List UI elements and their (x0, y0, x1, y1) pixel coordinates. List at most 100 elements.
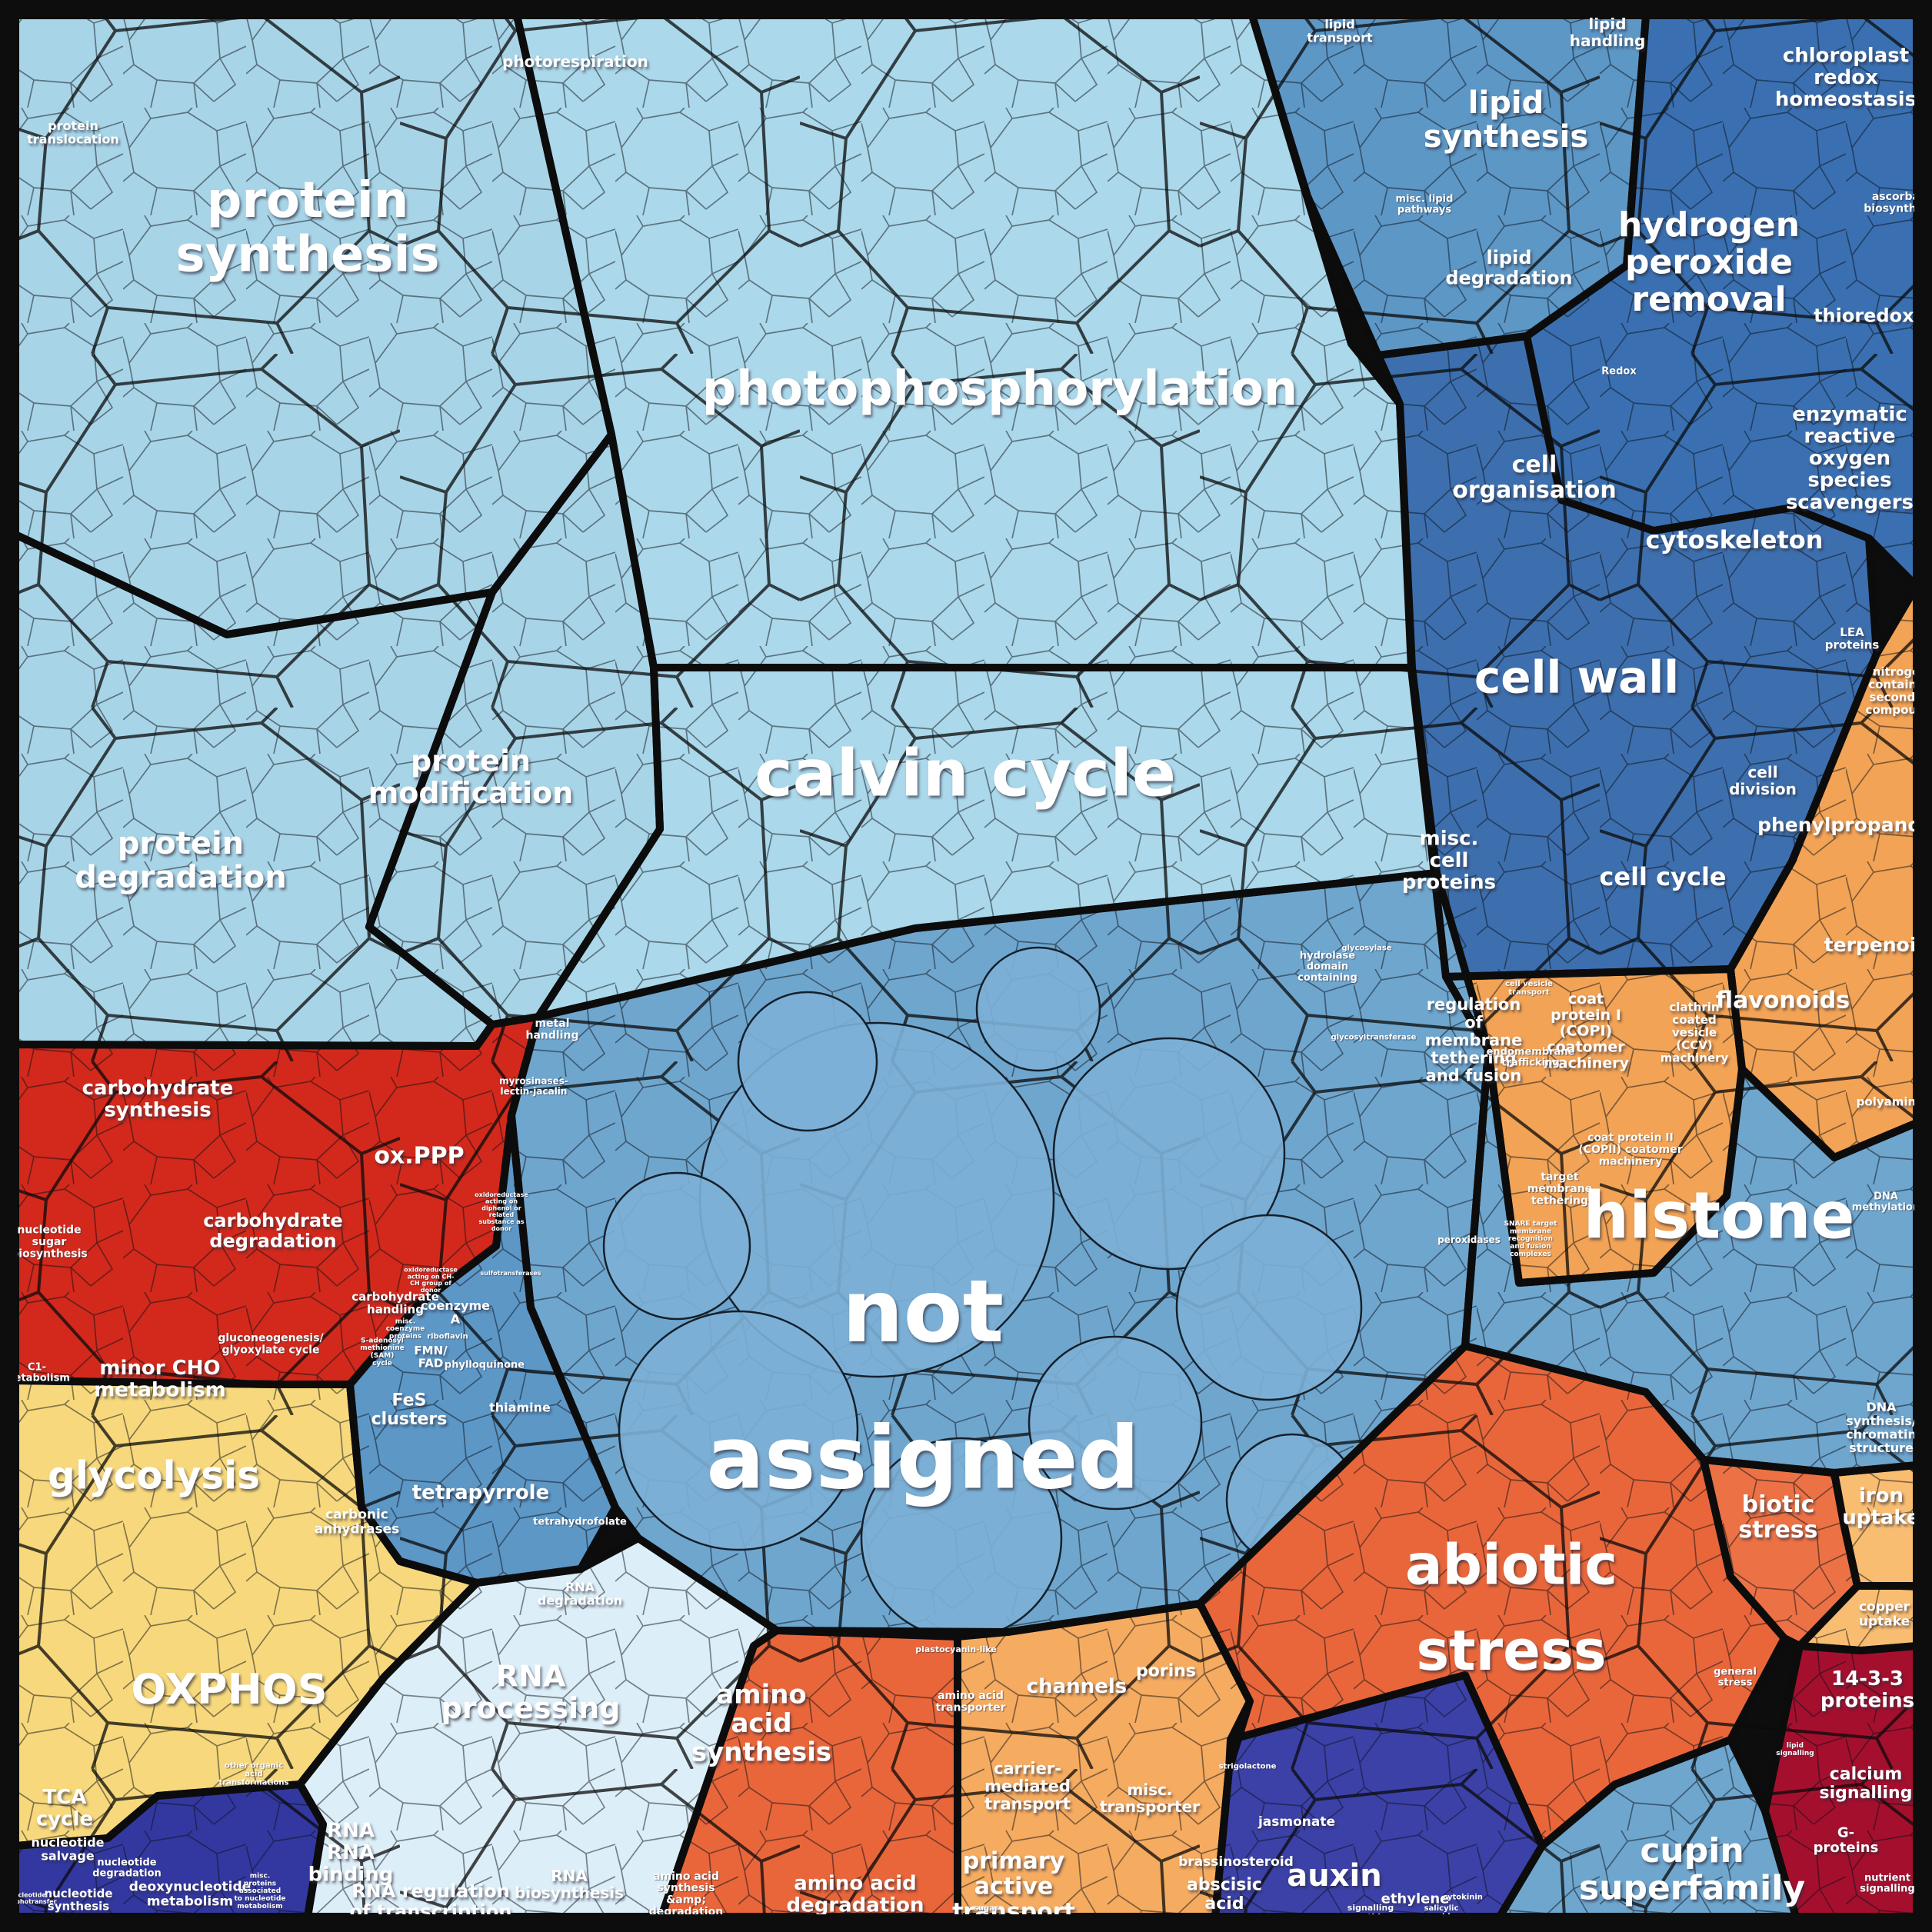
rna-sublabel-3: RNA biosynthesis (515, 1867, 624, 1902)
carbohydrate-metabolism-sublabel-2: ox.PPP (374, 1143, 464, 1170)
cofactor-vitamin-sublabel-0: coenzyme A (421, 1298, 490, 1327)
carbohydrate-metabolism-sublabel-1: carbohydrate degradation (203, 1210, 343, 1251)
hormone-signalling-label: auxin (1287, 1858, 1381, 1894)
cofactor-vitamin-sublabel-3: misc. coenzyme proteins (386, 1317, 425, 1341)
not-assigned-bubble-3 (860, 1437, 1063, 1632)
biotic-stress-label: biotic stress (1738, 1491, 1817, 1544)
not-assigned-bubble-1 (1052, 1037, 1286, 1271)
rna-label: RNA processing (441, 1659, 621, 1725)
protein-synthesis-sublabel-0: protein translocation (27, 118, 119, 147)
copper-uptake-label: copper uptake (1859, 1600, 1910, 1630)
carbohydrate-metabolism-sublabel-0: carbohydrate synthesis (82, 1077, 234, 1122)
vesicle-transport-sublabel-0: regulation of membrane tethering and fusion (1425, 995, 1523, 1084)
histone-label: histone (1583, 1178, 1854, 1253)
cell-sublabel-4: cell division (1729, 763, 1797, 798)
amino-acid-metabolism-sublabel-1: amino acid synthesis &amp; degradation (649, 1870, 723, 1918)
lipid-metabolism-sublabel-0: lipid degradation (1445, 247, 1572, 288)
hormone-signalling-sublabel-1: strigolactone (1219, 1763, 1277, 1771)
hormone-signalling-sublabel-0: jasmonate (1257, 1814, 1335, 1830)
energy-sublabel-2: carbonic anhydrases (315, 1507, 400, 1537)
cupin-superfamily-label: cupin superfamily (1579, 1831, 1805, 1907)
not-assigned-sublabel-1: myrosinases-lectin-jacalin (499, 1076, 568, 1097)
secondary-metabolism-sublabel-4: polyamines (1857, 1094, 1931, 1108)
not-assigned-bubbles (602, 946, 1363, 1632)
redox-sublabel-0: chloroplast redox homeostasis (1775, 45, 1917, 112)
not-assigned-sublabel-3: plastocyanin-like (915, 1644, 997, 1654)
signalling-sublabel-4: lipid signalling (1776, 1742, 1814, 1757)
photophosphorylation-sublabel-0: photorespiration (502, 52, 648, 71)
not-assigned-sublabel-0: metal handling (526, 1018, 579, 1041)
lipid-metabolism-sublabel-3: misc. lipid pathways (1396, 193, 1454, 215)
amino-acid-metabolism-label: amino acid synthesis (691, 1680, 831, 1768)
nucleotide-metabolism-sublabel-3: nucleotide phosphotransfer (0, 1891, 57, 1905)
lipid-metabolism-label: lipid synthesis (1424, 85, 1588, 155)
energy-sublabel-3: other organic acid transformations (218, 1762, 288, 1787)
not-assigned-bubble-2 (618, 1310, 859, 1551)
hormone-signalling-sublabel-7: cytokinin (1443, 1894, 1483, 1902)
carbohydrate-metabolism-sublabel-4: nucleotide sugar biosynthesis (11, 1224, 87, 1261)
cell-sublabel-3: cell cycle (1599, 862, 1726, 891)
vesicle-transport-sublabel-2: clathrin coated vesicle (CCV) machinery (1661, 1000, 1729, 1064)
histone-sublabel-0: DNA methylation (1852, 1191, 1920, 1213)
vesicle-transport-sublabel-6: cell vesicle transport (1505, 980, 1553, 997)
secondary-metabolism-sublabel-3: flavonoids (1716, 988, 1850, 1014)
protein-modification-label: protein modification (368, 744, 574, 810)
signalling-sublabel-3: nutrient signalling (1860, 1872, 1914, 1894)
cofactor-vitamin-sublabel-8: phylloquinone (445, 1360, 525, 1371)
signalling-sublabel-0: 14-3-3 proteins (1820, 1667, 1914, 1713)
nucleotide-metabolism-sublabel-2: nucleotide synthesis (44, 1887, 112, 1914)
carbohydrate-metabolism-sublabel-7: gluconeogenesis/glyoxylate cycle (218, 1332, 324, 1356)
not-assigned-bubble-4 (1028, 1335, 1203, 1511)
not-assigned-bubble-6 (1175, 1214, 1363, 1401)
cofactor-vitamin-sublabel-9: FeS clusters (371, 1391, 448, 1429)
redox-sublabel-2: thioredoxin (1814, 305, 1932, 326)
cofactor-vitamin-sublabel-2: riboflavin (427, 1333, 468, 1341)
vesicle-transport-sublabel-5: endomembrane trafficking (1487, 1046, 1575, 1068)
cofactor-vitamin-sublabel-5: oxidoreductase acting on CH-CH group of do… (404, 1267, 458, 1294)
protein-degradation-label: protein degradation (75, 826, 287, 895)
hormone-signalling-sublabel-4: ethylene (1381, 1890, 1450, 1907)
cofactor-vitamin-sublabel-12: tetrahydrofolate (533, 1517, 627, 1528)
vesicle-transport-sublabel-4: target membrane tethering (1527, 1171, 1593, 1208)
signalling-sublabel-1: calcium signalling (1820, 1765, 1913, 1803)
redox-label: hydrogen peroxide removal (1618, 205, 1800, 319)
abiotic-stress-label: abiotic stress (1405, 1532, 1617, 1683)
secondary-metabolism-sublabel-2: terpenoids (1824, 934, 1932, 956)
amino-acid-metabolism-sublabel-0: amino acid degradation (786, 1872, 924, 1917)
photophosphorylation-label: photophosphorylation (702, 361, 1297, 417)
carbohydrate-metabolism-sublabel-3: minor CHO metabolism (94, 1357, 226, 1402)
carbohydrate-metabolism-sublabel-5: C1-metabolism (4, 1361, 70, 1384)
not-assigned-sublabel-6: glycosylase (1341, 944, 1392, 953)
abiotic-stress-sublabel-0: general stress (1714, 1666, 1757, 1688)
cofactor-vitamin-sublabel-1: FMN/FAD (414, 1344, 448, 1371)
energy-sublabel-1: TCA cycle (36, 1786, 93, 1831)
not-assigned-sublabel-2: peroxidases (1437, 1234, 1501, 1245)
cell-sublabel-2: misc. cell proteins (1402, 828, 1496, 894)
signalling-sublabel-2: G-proteins (1814, 1824, 1879, 1856)
histone-sublabel-1: DNA synthesis/chromatin structure (1846, 1400, 1917, 1455)
energy-label: glycolysis (48, 1454, 260, 1498)
cofactor-vitamin-sublabel-10: thiamine (489, 1401, 551, 1415)
protein-synthesis-label: protein synthesis (175, 172, 439, 283)
transport-sublabel-0: channels (1027, 1675, 1128, 1698)
not-assigned-sublabel-5: glycosyltransferase (1331, 1034, 1417, 1042)
redox-sublabel-4: enzymatic reactive oxygen species scavengers (1786, 403, 1914, 514)
secondary-metabolism-sublabel-1: phenylpropanoids (1757, 814, 1932, 836)
cofactor-vitamin-sublabel-4: S-adenosyl methionine (SAM) cycle (360, 1337, 404, 1367)
energy-sublabel-0: OXPHOS (131, 1665, 327, 1714)
not-assigned-bubble-8 (602, 1171, 751, 1321)
cell-label: cell wall (1474, 651, 1679, 703)
cell-sublabel-0: cell organisation (1452, 451, 1616, 504)
not-assigned-label: not assigned (706, 1262, 1139, 1508)
transport-sublabel-4: misc. transporter (1100, 1780, 1200, 1816)
lipid-metabolism-sublabel-2: lipid transport (1307, 17, 1373, 45)
cell-sublabel-5: LEA proteins (1825, 625, 1880, 652)
calvin-cycle-label: calvin cycle (754, 735, 1176, 811)
redox-sublabel-3: Redox (1601, 366, 1637, 378)
iron-uptake-label: iron uptake (1842, 1484, 1920, 1530)
nucleotide-metabolism-sublabel-1: nucleotide degradation (92, 1857, 162, 1879)
nucleotide-metabolism-sublabel-5: misc. proteins associated to nucleotide meta… (234, 1872, 285, 1910)
nucleotide-metabolism-sublabel-0: nucleotide salvage (31, 1835, 104, 1864)
